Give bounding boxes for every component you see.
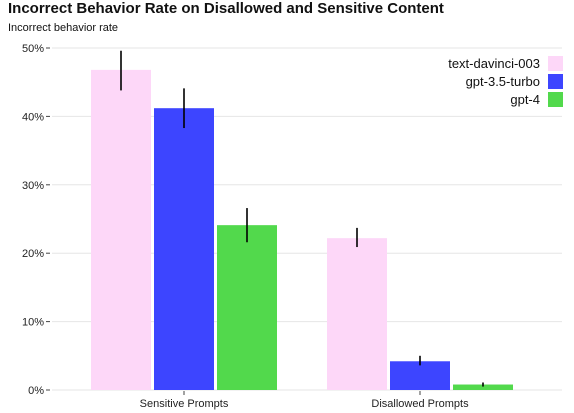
y-axis-label: Incorrect behavior rate [8,22,119,34]
legend-label: text-davinci-003 [448,56,540,71]
axes: 0% 10% 20% 30% 40% 50% Sensitive Prompts Disall… [22,43,469,410]
x-tick-label: Sensitive Prompts [140,398,229,410]
bar [91,69,151,390]
legend-label: gpt-4 [510,92,540,107]
y-tick-label: 0% [28,385,44,397]
bar [327,238,387,390]
chart-title: Incorrect Behavior Rate on Disallowed an… [8,0,444,17]
y-tick-label: 20% [22,248,44,260]
bars [91,69,513,390]
bar [453,384,513,390]
legend-label: gpt-3.5-turbo [466,74,540,89]
legend-swatch [548,56,563,71]
y-tick-label: 10% [22,317,44,329]
bar [217,225,277,390]
error-bars [120,50,484,387]
y-tick-label: 40% [22,111,44,123]
bar [390,361,450,390]
legend: text-davinci-003 gpt-3.5-turbo gpt-4 [448,56,563,107]
y-tick-label: 30% [22,180,44,192]
bar [154,108,214,390]
legend-swatch [548,92,563,107]
x-tick-label: Disallowed Prompts [371,398,469,410]
legend-swatch [548,74,563,89]
y-tick-label: 50% [22,43,44,55]
